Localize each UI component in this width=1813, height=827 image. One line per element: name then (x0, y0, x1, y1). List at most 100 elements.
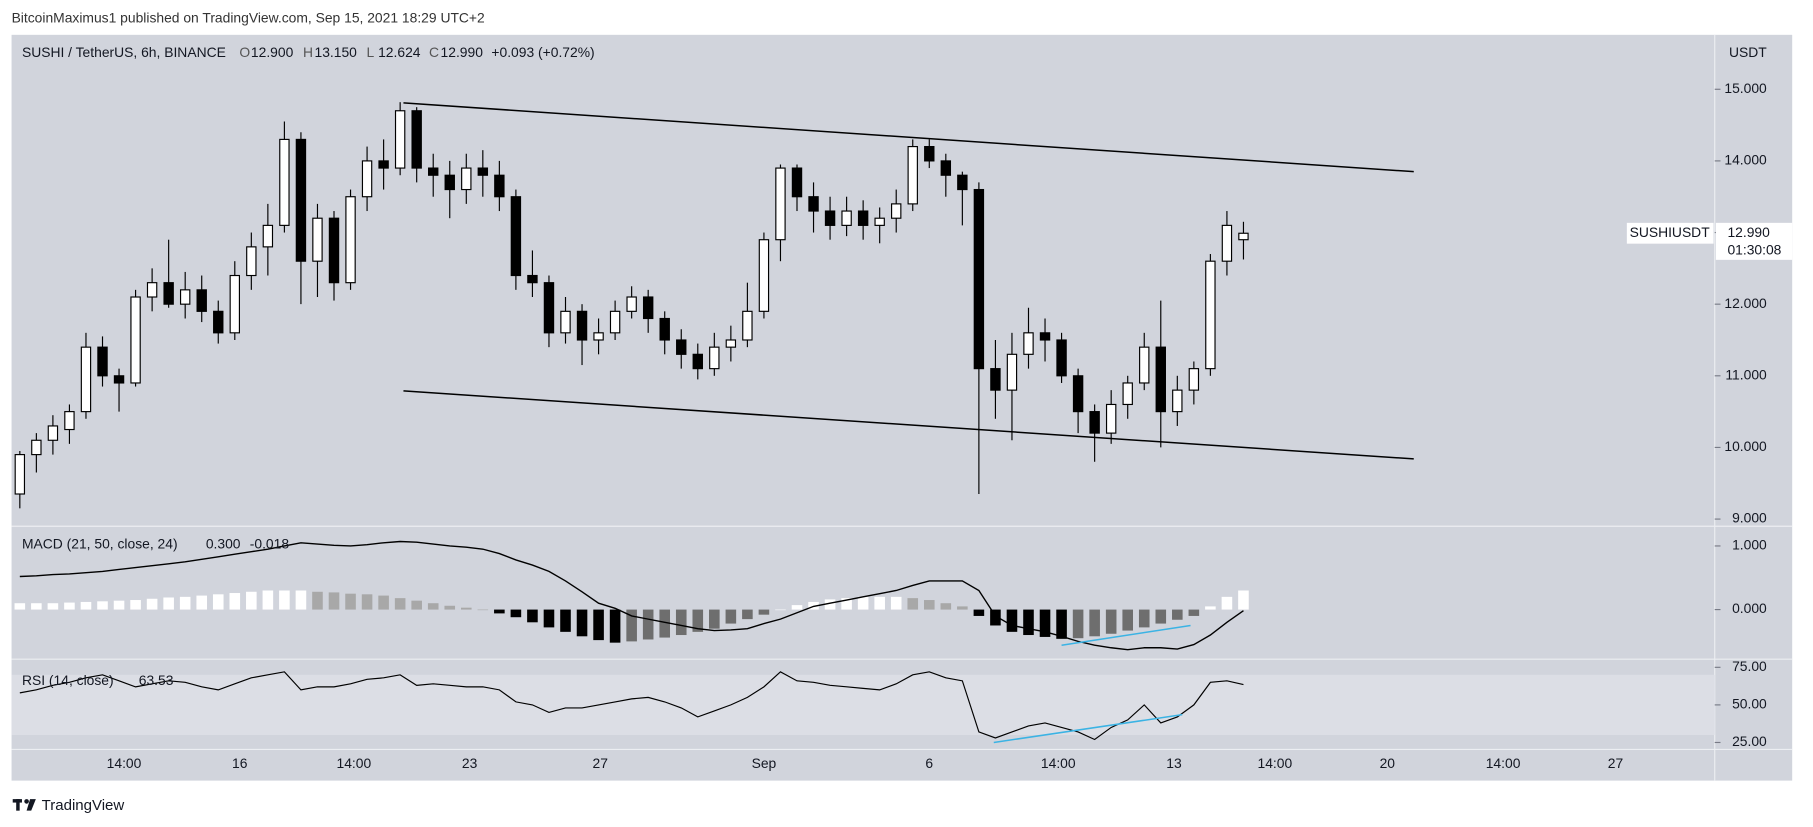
legend-value: 13.150 (315, 44, 358, 60)
candle-body (279, 138, 290, 226)
candle-body (345, 196, 356, 284)
y-tick-label: 50.00 (1732, 696, 1767, 712)
macd-line (19, 540, 1244, 651)
candle-body (1155, 346, 1166, 413)
candle-body (246, 246, 257, 277)
candle-body (1205, 260, 1216, 370)
indicator-value: 63.53 (139, 672, 174, 688)
price-tag (1715, 222, 1793, 260)
candle-body (97, 346, 108, 377)
macd-histogram-bar (593, 609, 604, 641)
macd-histogram-bar (543, 609, 555, 628)
macd-histogram-bar (957, 606, 968, 610)
candle-body (444, 174, 455, 191)
macd-histogram-bar (246, 591, 257, 610)
macd-histogram-bar (1122, 609, 1133, 631)
x-tick-label: 14:00 (1486, 755, 1521, 771)
x-tick-label: 27 (1608, 755, 1624, 771)
macd-histogram-bar (229, 593, 241, 610)
x-tick-label: 6 (925, 755, 933, 771)
candle-body (791, 167, 803, 198)
y-tick-label: 11.000 (1725, 366, 1767, 382)
macd-histogram-bar (1205, 606, 1216, 610)
macd-histogram-bar (1155, 609, 1167, 624)
legend-key: L (367, 44, 375, 60)
indicator-title: MACD (21, 50, close, 24) (22, 535, 178, 551)
candle-body (857, 210, 869, 226)
candle-body (328, 217, 340, 284)
candle-body (14, 454, 26, 495)
macd-histogram-bar (626, 609, 637, 642)
macd-histogram-bar (411, 600, 422, 610)
x-tick-label: 14:00 (107, 755, 142, 771)
candle-body (560, 310, 571, 334)
candle-body (824, 210, 836, 226)
macd-histogram-bar (709, 609, 720, 629)
macd-histogram-bar (923, 600, 935, 610)
macd-histogram-bar (675, 609, 687, 636)
macd-histogram-bar (345, 593, 356, 610)
candle-body (1221, 224, 1233, 262)
macd-histogram-bar (477, 609, 489, 611)
macd-histogram-bar (262, 590, 274, 610)
brand-name: TradingView (42, 797, 125, 814)
candle-body (1105, 403, 1117, 434)
macd-histogram-bar (874, 596, 885, 610)
macd-histogram-bar (659, 609, 671, 638)
candle-body (742, 310, 753, 341)
candle-body (1072, 375, 1084, 413)
candle-body (775, 167, 786, 241)
macd-histogram-bar (80, 601, 92, 610)
x-tick-label: 16 (232, 755, 248, 771)
macd-histogram-bar (31, 603, 42, 610)
macd-histogram-bar (692, 609, 704, 632)
macd-histogram-bar (527, 609, 538, 623)
macd-histogram-bar (990, 609, 1001, 626)
y-tick-label: 9.000 (1732, 510, 1767, 526)
candle-body (394, 110, 406, 169)
macd-histogram-bar (212, 594, 224, 610)
candle-body (676, 339, 687, 355)
candle-body (494, 174, 505, 198)
macd-histogram-bar (742, 609, 753, 620)
candle-body (312, 217, 323, 262)
macd-histogram-bar (1221, 596, 1233, 610)
candle-body (626, 296, 637, 312)
candle-body (1188, 368, 1200, 391)
macd-histogram-bar (196, 595, 208, 610)
candle-body (146, 282, 158, 298)
x-tick-label: 13 (1166, 755, 1182, 771)
macd-histogram-bar (1072, 609, 1084, 639)
macd-histogram-bar (328, 592, 340, 610)
candle-body (1023, 332, 1034, 355)
macd-histogram-bar (378, 595, 389, 610)
candle-body (213, 310, 224, 334)
trend-line (403, 390, 1414, 460)
macd-histogram-bar (890, 596, 902, 610)
candle-body (262, 224, 274, 248)
candle-body (196, 289, 207, 312)
macd-histogram-bar (1006, 609, 1018, 632)
candle-body (1139, 346, 1150, 384)
y-tick-label: 0.000 (1732, 600, 1767, 616)
indicator-title: RSI (14, close) (22, 672, 114, 688)
macd-histogram-bar (576, 609, 588, 637)
price-tag-text: 12.990 (1727, 224, 1770, 240)
legend-value: 12.900 (251, 44, 294, 60)
candle-body (229, 274, 240, 334)
candle-body (1122, 382, 1133, 406)
candle-body (692, 353, 703, 370)
macd-histogram-bar (1105, 609, 1117, 634)
candle-body (163, 282, 174, 305)
macd-histogram-bar (1089, 609, 1100, 637)
candle-body (31, 439, 42, 456)
macd-histogram-bar (1188, 609, 1200, 616)
macd-histogram-bar (444, 605, 456, 610)
candle-body (543, 282, 555, 334)
macd-histogram-bar (494, 609, 505, 614)
candle-body (47, 425, 59, 441)
macd-histogram-bar (279, 590, 290, 610)
indicator-value: -0.018 (250, 535, 290, 551)
candle-body (642, 296, 654, 320)
